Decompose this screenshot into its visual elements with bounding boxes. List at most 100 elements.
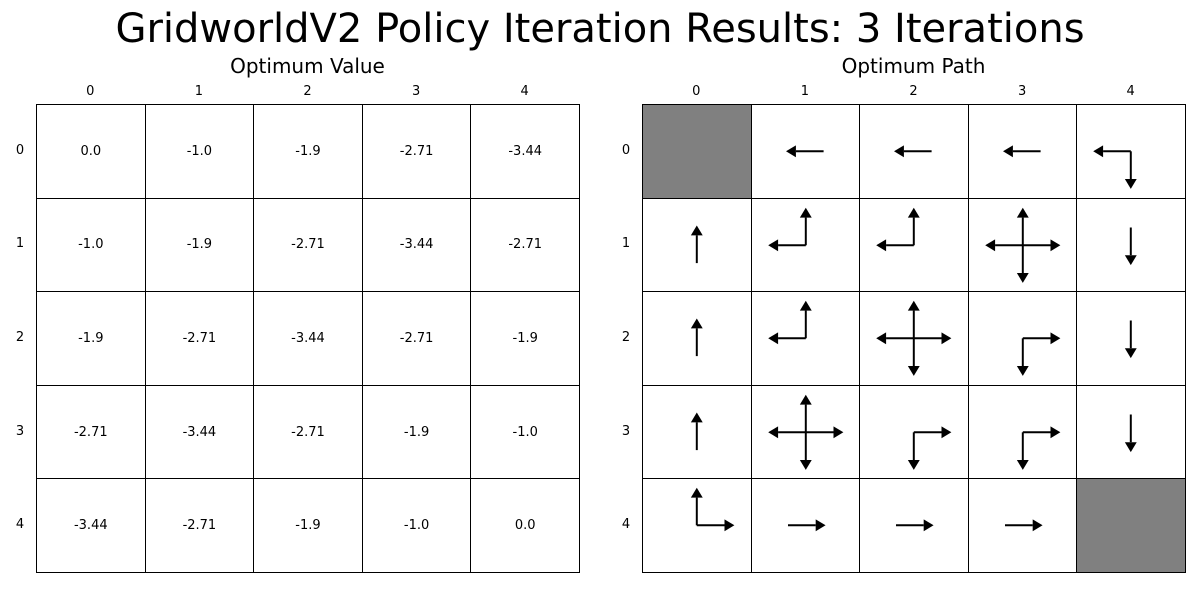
path-row-label: 0 (621, 142, 631, 158)
figure-title: GridworldV2 Policy Iteration Results: 3 … (115, 6, 1085, 52)
path-cell (1076, 104, 1186, 199)
path-col-label: 4 (1126, 84, 1135, 99)
value-cell: -1.0 (144, 104, 255, 199)
value-text: -1.9 (295, 518, 321, 534)
arrow-up-icon (799, 300, 812, 339)
value-row-label: 1 (15, 236, 25, 252)
path-cell (750, 384, 861, 480)
policy-arrows (690, 225, 703, 263)
path-cell (859, 384, 969, 480)
value-cell: -3.44 (361, 197, 472, 293)
policy-arrows (787, 519, 826, 532)
value-text: -1.0 (403, 518, 430, 534)
path-row-label: 4 (621, 517, 631, 533)
optimum-value-grid: 0.0 -1.0 -1.9 -2.71 -3.44 -1.0 -1.9 -2.71 -3.44 -… (36, 104, 580, 573)
path-col-label: 1 (800, 84, 810, 99)
arrow-left-icon (876, 238, 914, 251)
value-row-label: 3 (15, 423, 25, 439)
path-cell (1076, 197, 1186, 293)
path-col-label: 0 (692, 84, 701, 99)
policy-arrows (876, 207, 920, 251)
value-cell: -1.0 (470, 384, 580, 480)
policy-arrows (1093, 145, 1138, 189)
arrow-left-icon (767, 332, 806, 345)
value-cell: -3.44 (36, 478, 146, 573)
arrow-up-icon (690, 225, 703, 263)
value-text: -1.9 (186, 237, 213, 253)
path-cell (967, 104, 1078, 199)
path-cell (642, 478, 752, 573)
policy-arrows (1125, 414, 1138, 452)
arrow-up-icon (908, 207, 920, 245)
policy-arrows (785, 145, 824, 158)
value-cell: -1.0 (36, 197, 146, 293)
path-cell (750, 478, 861, 573)
arrow-right-icon (805, 426, 843, 439)
value-cell: -2.71 (253, 197, 363, 293)
value-row-label: 0 (15, 142, 25, 158)
policy-arrows (896, 519, 934, 532)
value-text: -2.71 (73, 424, 108, 440)
value-text: 0.0 (514, 518, 536, 534)
value-text: -1.9 (403, 424, 430, 440)
arrow-up-icon (908, 300, 920, 339)
value-text: -3.44 (291, 330, 325, 346)
arrow-left-icon (894, 145, 932, 158)
path-cell (750, 291, 861, 386)
arrow-down-icon (1016, 432, 1029, 470)
value-cell: -3.44 (144, 384, 255, 480)
arrow-left-icon (1002, 145, 1041, 158)
value-text: -2.71 (182, 518, 217, 534)
arrow-left-icon (785, 145, 824, 158)
arrow-up-icon (690, 318, 703, 357)
policy-arrows (690, 488, 735, 532)
value-text: -3.44 (182, 424, 217, 440)
value-cell: -2.71 (253, 384, 363, 480)
value-col-label: 4 (520, 84, 529, 99)
value-text: -1.0 (186, 143, 213, 159)
policy-arrows (876, 300, 952, 377)
arrow-right-icon (913, 426, 952, 439)
value-cell: -1.9 (253, 478, 363, 573)
arrow-left-icon (767, 426, 806, 439)
path-cell (967, 478, 1078, 573)
policy-arrows (767, 394, 843, 470)
path-row-label: 1 (621, 236, 631, 252)
policy-arrows (1002, 145, 1041, 158)
path-cell (750, 104, 861, 199)
path-cell (642, 197, 752, 293)
path-cell (859, 478, 969, 573)
path-cell (642, 291, 752, 386)
arrow-up-icon (1016, 207, 1029, 245)
value-cell: -1.9 (36, 291, 146, 386)
terminal-cell (1076, 478, 1186, 573)
value-text: 0.0 (80, 143, 102, 159)
arrow-down-icon (908, 338, 920, 377)
value-col-label: 2 (303, 84, 312, 99)
path-cell (1076, 291, 1186, 386)
value-text: -2.71 (399, 330, 434, 346)
value-text: -2.71 (182, 330, 217, 346)
value-cell: -1.9 (144, 197, 255, 293)
optimum-value-title: Optimum Value (230, 54, 385, 78)
value-cell: -3.44 (470, 104, 580, 199)
arrow-down-icon (1125, 227, 1138, 265)
path-cell (859, 291, 969, 386)
arrow-down-icon (1016, 244, 1029, 283)
policy-arrows (1016, 332, 1061, 377)
path-row-label: 2 (621, 330, 631, 345)
policy-arrows (690, 318, 703, 357)
arrow-down-icon (1125, 320, 1138, 359)
value-text: -1.0 (512, 424, 538, 440)
value-cell: -3.44 (253, 291, 363, 386)
policy-arrows (767, 300, 812, 345)
value-cell: -2.71 (470, 197, 580, 293)
value-text: -1.9 (295, 143, 321, 159)
arrow-right-icon (896, 519, 934, 532)
value-row-label: 4 (15, 517, 25, 533)
value-cell: -1.9 (253, 104, 363, 199)
path-cell (967, 384, 1078, 480)
arrow-down-icon (1125, 414, 1138, 452)
arrow-left-icon (985, 238, 1023, 251)
policy-arrows (1004, 519, 1043, 532)
